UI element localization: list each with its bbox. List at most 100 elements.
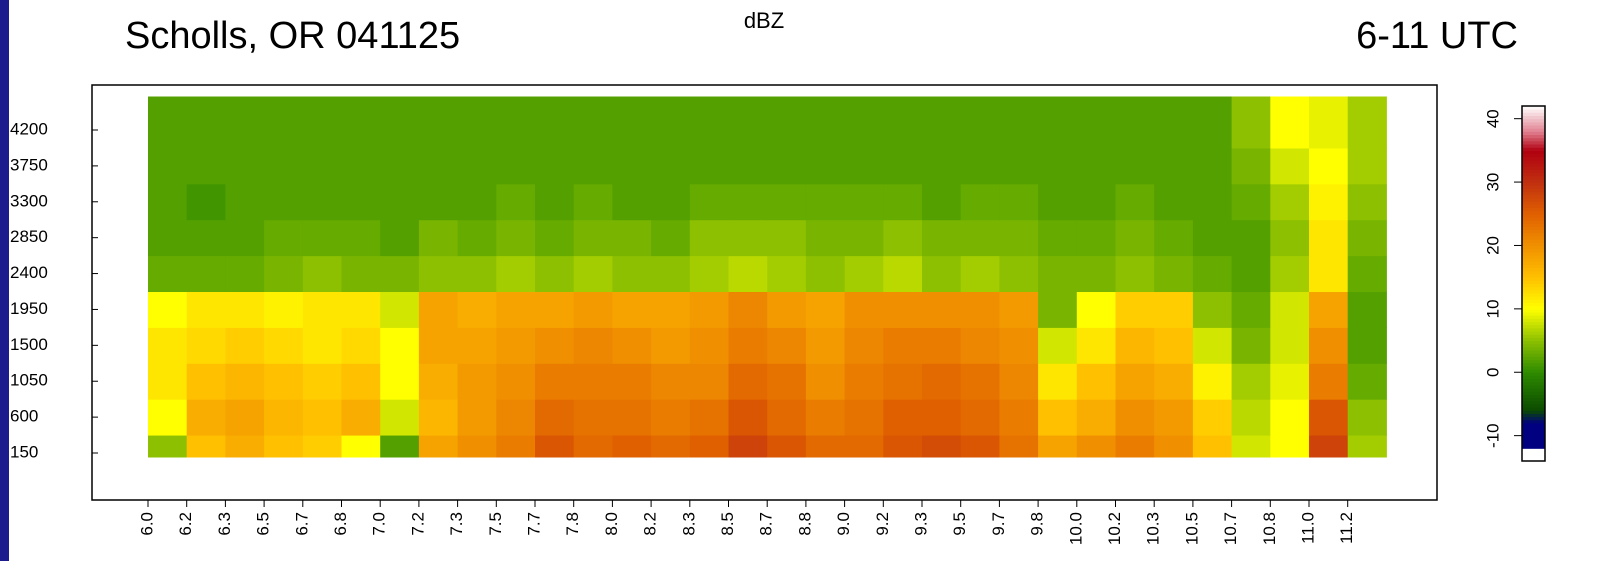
colorbar-slice — [1522, 182, 1545, 186]
heat-cell — [303, 148, 342, 184]
colorbar-slice — [1522, 312, 1545, 316]
colorbar-slice — [1522, 144, 1545, 148]
colorbar-slice — [1522, 109, 1545, 113]
x-tick-label: 10.7 — [1221, 512, 1240, 545]
heat-cell — [999, 292, 1038, 328]
heat-cell — [1154, 435, 1193, 457]
x-tick-label: 8.5 — [718, 512, 737, 536]
heat-cell — [961, 256, 1000, 292]
heat-cell — [1193, 327, 1232, 363]
heat-cell — [535, 435, 574, 457]
heat-cell — [380, 327, 419, 363]
heat-cell — [187, 435, 226, 457]
colorbar-slice — [1522, 341, 1545, 345]
heat-cell — [342, 399, 381, 435]
x-tick-label: 8.8 — [795, 512, 814, 536]
heat-cell — [922, 292, 961, 328]
colorbar-slice — [1522, 226, 1545, 230]
colorbar-slice — [1522, 391, 1545, 395]
heat-cell — [458, 327, 497, 363]
colorbar-slice — [1522, 173, 1545, 177]
colorbar-slice — [1522, 268, 1545, 272]
heat-cell — [806, 435, 845, 457]
colorbar-slice — [1522, 407, 1545, 411]
colorbar-slice — [1522, 179, 1545, 183]
heat-cell — [845, 148, 884, 184]
heat-cell — [806, 256, 845, 292]
colorbar-slice — [1522, 353, 1545, 357]
colorbar-slice — [1522, 410, 1545, 414]
heat-cell — [535, 399, 574, 435]
heat-cell — [574, 435, 613, 457]
heat-cell — [1077, 327, 1116, 363]
heat-cell — [1077, 363, 1116, 399]
heat-cell — [729, 363, 768, 399]
colorbar-tick-label: 40 — [1483, 109, 1502, 128]
heat-cell — [1116, 399, 1155, 435]
colorbar-slice — [1522, 388, 1545, 392]
heat-cell — [1309, 327, 1348, 363]
heat-cell — [1038, 292, 1077, 328]
colorbar-slice — [1522, 382, 1545, 386]
heat-cell — [264, 256, 303, 292]
heat-cell — [535, 363, 574, 399]
x-tick-label: 9.0 — [834, 512, 853, 536]
x-tick-label: 11.0 — [1298, 512, 1317, 544]
x-tick-label: 10.2 — [1105, 512, 1124, 545]
colorbar-slice — [1522, 448, 1545, 452]
colorbar-slice — [1522, 242, 1545, 246]
heat-cell — [187, 292, 226, 328]
heat-cell — [1193, 184, 1232, 220]
heat-cell — [961, 292, 1000, 328]
colorbar-slice — [1522, 385, 1545, 389]
heat-cell — [419, 399, 458, 435]
colorbar-slice — [1522, 363, 1545, 367]
colorbar-slice — [1522, 160, 1545, 164]
colorbar-slice — [1522, 420, 1545, 424]
y-tick-label: 4200 — [10, 119, 48, 138]
heat-cell — [303, 97, 342, 149]
heat-cell — [651, 399, 690, 435]
heat-cell — [729, 184, 768, 220]
heat-cell — [1309, 435, 1348, 457]
colorbar-slice — [1522, 360, 1545, 364]
y-tick-label: 1500 — [10, 335, 48, 354]
heat-cell — [767, 256, 806, 292]
heat-cell — [342, 97, 381, 149]
heat-cell — [690, 327, 729, 363]
heat-cell — [342, 363, 381, 399]
colorbar-slice — [1522, 217, 1545, 221]
heat-cell — [961, 148, 1000, 184]
colorbar-slice — [1522, 401, 1545, 405]
heat-cell — [1309, 256, 1348, 292]
heat-cell — [148, 327, 187, 363]
heat-cell — [264, 148, 303, 184]
heat-cell — [1348, 97, 1387, 149]
heat-cell — [458, 399, 497, 435]
colorbar-slice — [1522, 350, 1545, 354]
heat-cell — [496, 327, 535, 363]
heat-cell — [883, 399, 922, 435]
heat-cell — [1038, 363, 1077, 399]
heat-cell — [187, 184, 226, 220]
heat-cell — [574, 148, 613, 184]
heat-cell — [845, 435, 884, 457]
colorbar-slice — [1522, 230, 1545, 234]
heat-cell — [767, 184, 806, 220]
colorbar-tick-label: 20 — [1483, 236, 1502, 255]
heat-cell — [303, 363, 342, 399]
colorbar-slice — [1522, 277, 1545, 281]
heat-cell — [1038, 220, 1077, 256]
colorbar-slice — [1522, 369, 1545, 373]
colorbar-slice — [1522, 131, 1545, 135]
x-tick-label: 9.3 — [911, 512, 930, 536]
heat-cell — [922, 327, 961, 363]
colorbar-slice — [1522, 315, 1545, 319]
heat-cell — [806, 399, 845, 435]
heat-cell — [767, 327, 806, 363]
heat-cell — [690, 184, 729, 220]
heat-cell — [148, 399, 187, 435]
heat-cell — [1154, 184, 1193, 220]
heat-cell — [535, 292, 574, 328]
colorbar-label: dBZ — [744, 8, 784, 33]
